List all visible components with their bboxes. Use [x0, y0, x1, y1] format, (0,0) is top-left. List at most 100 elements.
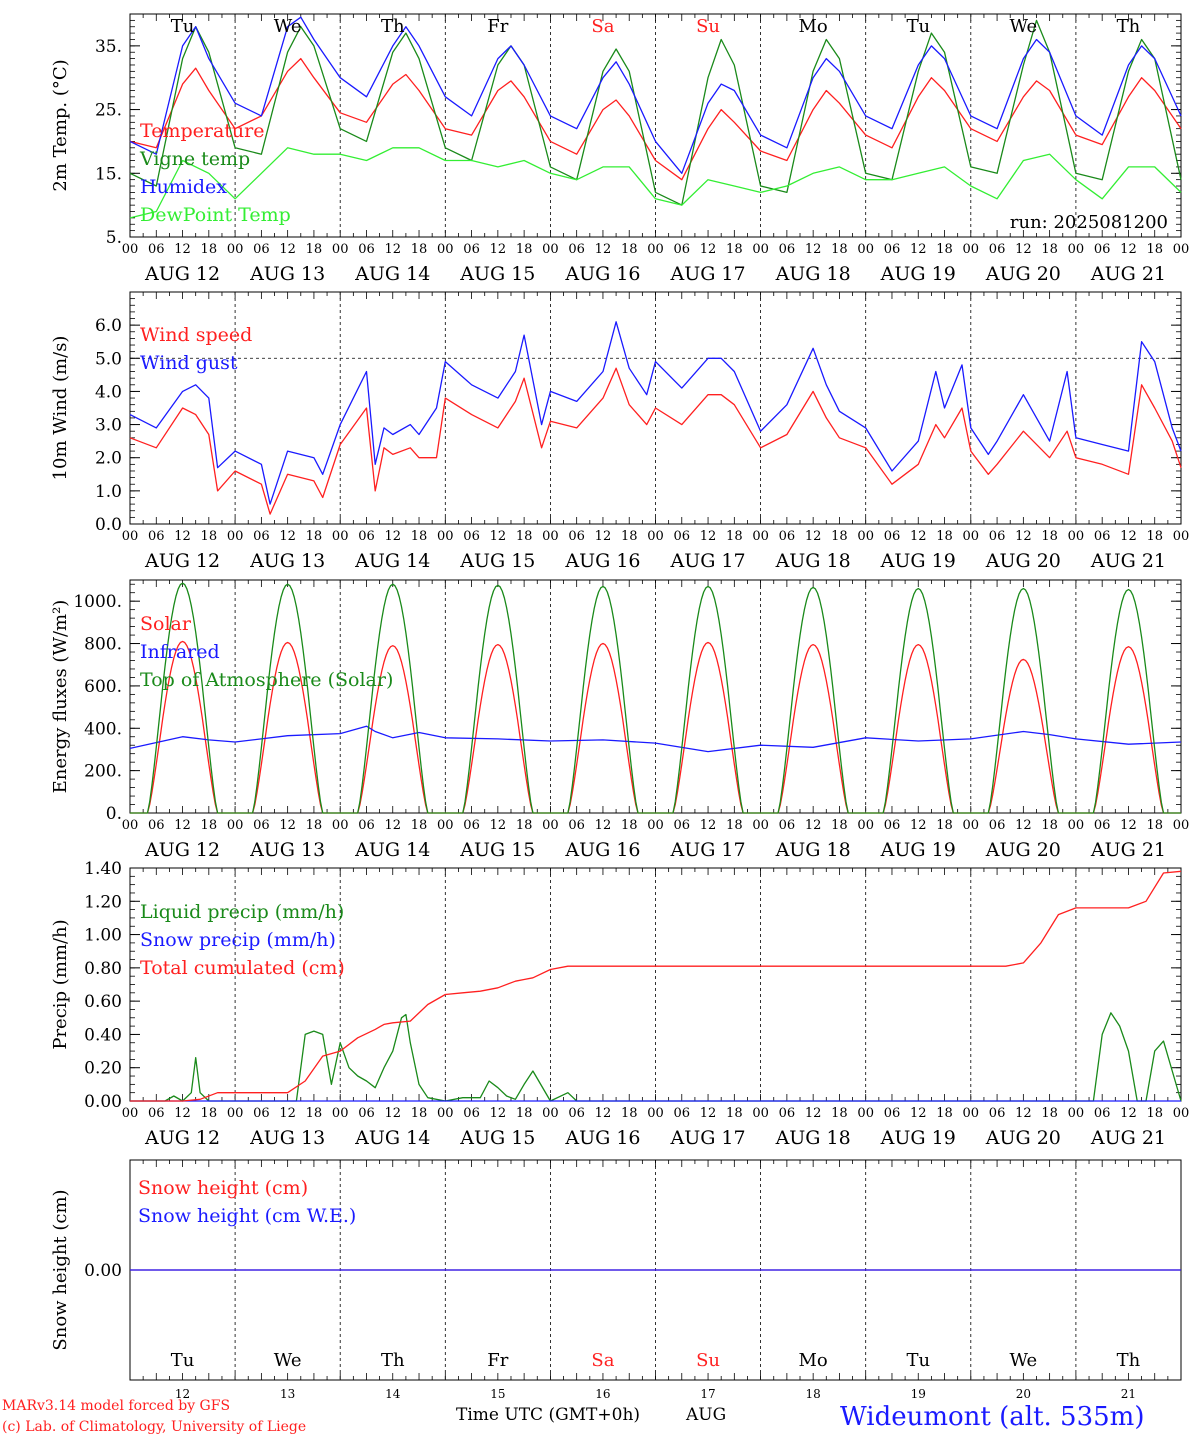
- hour-tick-label: 18: [201, 818, 218, 833]
- y-tick-label: 1.0: [95, 482, 122, 502]
- y-tick-label: 0.40: [84, 1025, 122, 1045]
- date-label: AUG 16: [564, 263, 640, 285]
- hour-tick-label: 06: [148, 818, 165, 833]
- hour-tick-label: 18: [1146, 529, 1163, 544]
- hour-tick-label: 18: [621, 818, 638, 833]
- hour-tick-label: 18: [306, 1106, 323, 1121]
- weekday-top-label: Sa: [591, 16, 614, 37]
- date-label: AUG 20: [985, 1127, 1061, 1149]
- hour-tick-label: 00: [963, 529, 980, 544]
- hour-tick-label: 12: [595, 818, 612, 833]
- hour-tick-label: 18: [306, 529, 323, 544]
- date-label: AUG 13: [249, 1127, 325, 1149]
- y-tick-label: 6.0: [95, 316, 122, 336]
- hour-tick-label: 06: [463, 242, 480, 257]
- y-tick-label: 0.20: [84, 1059, 122, 1079]
- y-tick-label: 5.0: [95, 349, 122, 369]
- weekday-bottom-label: Sa: [591, 1350, 614, 1371]
- legend-entry: Solar: [140, 613, 192, 635]
- hour-tick-label: 06: [674, 529, 691, 544]
- hour-tick-label: 06: [568, 1106, 585, 1121]
- y-tick-label: 1000.: [73, 592, 122, 612]
- weekday-bottom-label: Th: [381, 1350, 405, 1371]
- hour-tick-label: 00: [1068, 1106, 1085, 1121]
- hour-tick-label: 18: [621, 529, 638, 544]
- y-tick-label: 0.: [106, 804, 122, 824]
- hour-tick-label: 06: [674, 818, 691, 833]
- hour-tick-label: 18: [411, 1106, 428, 1121]
- hour-tick-label: 06: [148, 529, 165, 544]
- hour-tick-label: 18: [1146, 818, 1163, 833]
- hour-tick-label: 06: [1094, 529, 1111, 544]
- hour-tick-label: 06: [568, 818, 585, 833]
- legend-entry: Snow precip (mm/h): [140, 929, 336, 951]
- hour-tick-label: 00: [647, 529, 664, 544]
- hour-tick-label: 00: [1173, 529, 1190, 544]
- date-label: AUG 15: [459, 1127, 535, 1149]
- hour-tick-label: 18: [411, 818, 428, 833]
- date-label: AUG 18: [775, 263, 851, 285]
- date-number-label: 12: [175, 1387, 190, 1401]
- hour-tick-label: 18: [936, 818, 953, 833]
- weekday-top-label: Th: [381, 16, 405, 37]
- hour-tick-label: 12: [279, 529, 296, 544]
- hour-tick-label: 00: [1173, 818, 1190, 833]
- y-axis-label: Energy fluxes (W/m²): [50, 600, 71, 794]
- hour-tick-label: 00: [963, 242, 980, 257]
- hour-tick-label: 18: [201, 1106, 218, 1121]
- hour-tick-label: 18: [1041, 529, 1058, 544]
- date-label: AUG 17: [669, 263, 745, 285]
- date-label: AUG 20: [985, 839, 1061, 861]
- hour-tick-label: 06: [674, 242, 691, 257]
- y-tick-label: 1.00: [84, 926, 122, 946]
- series-total-cumulated-cm: [130, 870, 1182, 1102]
- series-infrared: [129, 725, 1182, 753]
- hour-tick-label: 00: [437, 1106, 454, 1121]
- hour-tick-label: 12: [1120, 242, 1137, 257]
- hour-tick-label: 06: [779, 818, 796, 833]
- date-label: AUG 19: [880, 1127, 956, 1149]
- hour-tick-label: 18: [831, 818, 848, 833]
- hour-tick-label: 06: [989, 529, 1006, 544]
- date-label: AUG 15: [459, 550, 535, 572]
- hour-tick-label: 12: [805, 818, 822, 833]
- hour-tick-label: 06: [253, 1106, 270, 1121]
- hour-tick-label: 06: [253, 818, 270, 833]
- legend-entry: Top of Atmosphere (Solar): [140, 669, 393, 691]
- hour-tick-label: 00: [227, 242, 244, 257]
- hour-tick-label: 00: [542, 529, 559, 544]
- date-label: AUG 15: [459, 263, 535, 285]
- series-temperature: [129, 57, 1182, 181]
- date-label: AUG 17: [669, 839, 745, 861]
- y-axis-label: 2m Temp. (°C): [50, 59, 71, 191]
- legend-entry: Infrared: [140, 641, 220, 663]
- hour-tick-label: 00: [542, 1106, 559, 1121]
- hour-tick-label: 18: [831, 529, 848, 544]
- hour-tick-label: 12: [910, 818, 927, 833]
- date-number-label: 18: [806, 1387, 821, 1401]
- legend-entry: Snow height (cm): [138, 1177, 308, 1199]
- footer-copyright: (c) Lab. of Climatology, University of L…: [2, 1419, 307, 1435]
- hour-tick-label: 18: [831, 242, 848, 257]
- legend-entry: Temperature: [140, 120, 264, 142]
- hour-tick-label: 00: [857, 529, 874, 544]
- hour-tick-label: 00: [437, 818, 454, 833]
- hour-tick-label: 00: [332, 529, 349, 544]
- date-label: AUG 21: [1090, 839, 1166, 861]
- hour-tick-label: 06: [779, 1106, 796, 1121]
- hour-tick-label: 12: [700, 529, 717, 544]
- hour-tick-label: 00: [542, 818, 559, 833]
- weekday-bottom-label: Mo: [799, 1350, 828, 1371]
- hour-tick-label: 18: [516, 818, 533, 833]
- y-tick-label: 0.80: [84, 959, 122, 979]
- hour-tick-label: 12: [1120, 1106, 1137, 1121]
- hour-tick-label: 06: [989, 818, 1006, 833]
- hour-tick-label: 00: [437, 242, 454, 257]
- hour-tick-label: 12: [805, 1106, 822, 1121]
- date-label: AUG 12: [144, 839, 220, 861]
- date-label: AUG 14: [354, 839, 430, 861]
- weekday-top-label: Su: [696, 16, 720, 37]
- hour-tick-label: 12: [805, 529, 822, 544]
- hour-tick-label: 12: [1015, 529, 1032, 544]
- weekday-bottom-label: Tu: [906, 1350, 930, 1371]
